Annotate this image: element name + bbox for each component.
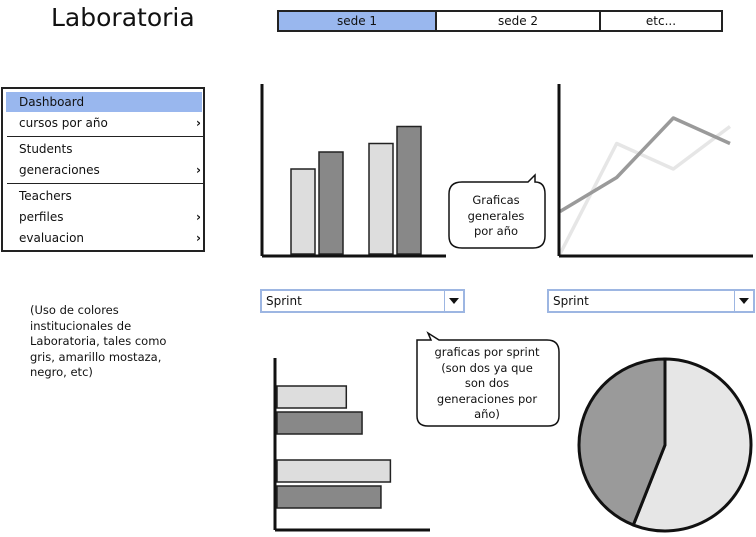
sidebar-item-perfiles[interactable]: perfiles ›	[3, 207, 203, 227]
bar	[396, 125, 422, 255]
callout-line: generales	[467, 208, 525, 223]
chevron-right-icon: ›	[196, 116, 201, 130]
callout-general-bubble	[448, 173, 546, 249]
sidebar-item-label: cursos por año	[19, 116, 108, 130]
pie-chart-marks	[577, 357, 753, 533]
bar	[276, 385, 348, 409]
bar	[318, 151, 344, 255]
site-tabs: sede 1 sede 2 etc...	[277, 10, 723, 32]
series-line	[559, 116, 731, 214]
menu-divider	[7, 183, 203, 184]
sidebar-item-label: Teachers	[19, 189, 72, 203]
line-chart-marks	[558, 116, 732, 255]
sidebar-item-generaciones[interactable]: generaciones ›	[3, 160, 203, 180]
menu-divider	[7, 136, 203, 137]
yearly-line-chart	[557, 84, 753, 258]
callout-line: Graficas	[472, 193, 520, 207]
callout-line: año)	[474, 407, 500, 421]
sidebar-item-label: Students	[19, 142, 73, 156]
sprint-select-right[interactable]: Sprint	[547, 289, 755, 313]
color-note: (Uso de colores institucionales de Labor…	[30, 303, 167, 379]
bar	[290, 168, 316, 255]
sidebar-item-evaluacion[interactable]: evaluacion ›	[3, 228, 203, 248]
sprint-select-left[interactable]: Sprint	[260, 289, 465, 313]
bar	[276, 459, 392, 483]
sidebar-item-dashboard[interactable]: Dashboard	[6, 92, 202, 112]
sprint-pie-chart	[577, 357, 753, 533]
sidebar-item-students[interactable]: Students	[3, 139, 203, 159]
chevron-down-icon[interactable]	[734, 291, 753, 311]
chevron-down-icon[interactable]	[444, 291, 463, 311]
sidebar-menu: Dashboard cursos por año › Students gener…	[1, 87, 205, 252]
bar	[276, 485, 382, 509]
sidebar-item-cursos-por-ano[interactable]: cursos por año ›	[3, 113, 203, 133]
bar	[276, 411, 363, 435]
tab-etc[interactable]: etc...	[645, 14, 677, 28]
callout-line: graficas por sprint	[434, 345, 540, 359]
sidebar-item-label: generaciones	[19, 163, 100, 177]
callout-line: son dos	[464, 376, 510, 390]
chevron-right-icon: ›	[196, 231, 201, 245]
callout-general-text: Graficas generales por año	[450, 193, 542, 240]
sidebar-item-label: Dashboard	[19, 95, 85, 109]
hbar-chart-marks	[276, 385, 392, 509]
callout-line: por año	[473, 224, 519, 238]
sprint-select-value: Sprint	[266, 294, 302, 308]
sidebar-item-label: perfiles	[19, 210, 64, 224]
chevron-right-icon: ›	[196, 210, 201, 224]
sprint-select-value: Sprint	[553, 294, 589, 308]
sprint-bar-chart	[273, 358, 430, 532]
callout-line: (son dos ya que	[441, 360, 533, 375]
series-line	[558, 125, 732, 255]
tab-sede-2[interactable]: sede 2	[437, 12, 601, 30]
chevron-right-icon: ›	[196, 163, 201, 177]
bar-chart-marks	[290, 125, 422, 255]
tab-sede-1[interactable]: sede 1	[279, 12, 437, 30]
yearly-bar-chart	[260, 84, 446, 258]
pie-slice	[631, 357, 753, 533]
sidebar-item-teachers[interactable]: Teachers	[3, 186, 203, 206]
callout-line: generaciones por	[436, 391, 538, 406]
callout-sprint-text: graficas por sprint (son dos ya que son …	[419, 345, 555, 423]
sidebar-item-label: evaluacion	[19, 231, 85, 245]
app-title: Laboratoria	[51, 3, 195, 32]
callout-sprint-bubble	[416, 331, 560, 427]
bar	[368, 142, 394, 255]
pie-slice	[577, 357, 667, 527]
